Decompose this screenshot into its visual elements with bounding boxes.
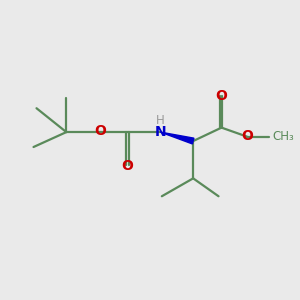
Text: O: O xyxy=(122,158,134,172)
Text: H: H xyxy=(156,114,165,127)
Polygon shape xyxy=(160,132,194,144)
Text: O: O xyxy=(95,124,106,139)
Text: O: O xyxy=(241,129,253,143)
Text: O: O xyxy=(216,89,227,103)
Text: CH₃: CH₃ xyxy=(272,130,294,143)
Text: N: N xyxy=(154,125,166,139)
